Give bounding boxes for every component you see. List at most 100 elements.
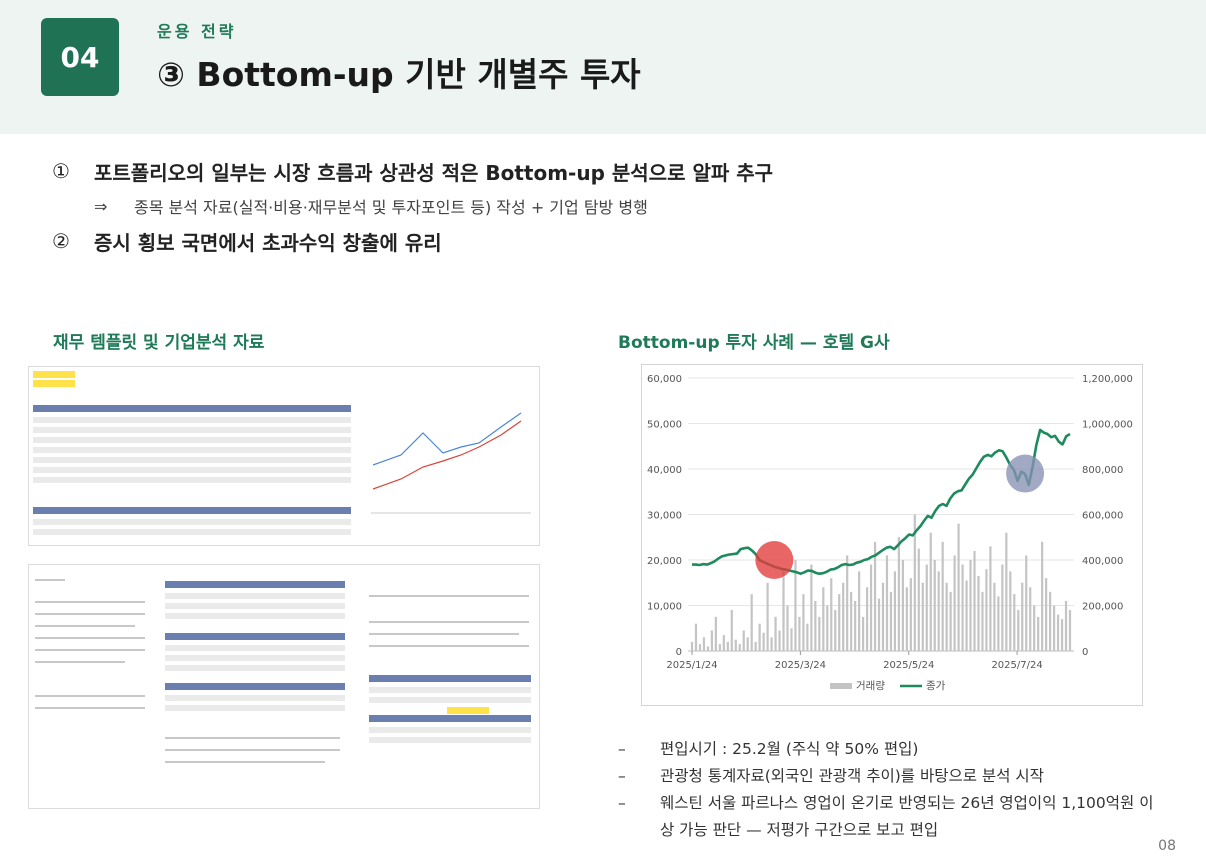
volume-bar (893, 571, 897, 651)
volume-bar (706, 646, 710, 651)
volume-bar (694, 623, 698, 651)
volume-bar (1045, 578, 1048, 651)
volume-bar (770, 637, 773, 651)
volume-bar (782, 571, 785, 651)
volume-bar (1005, 532, 1008, 651)
volume-bar (925, 564, 928, 651)
volume-bar (850, 591, 853, 651)
volume-bar (1041, 541, 1044, 651)
volume-bar (742, 630, 745, 651)
volume-bar (865, 587, 869, 651)
y-left-tick-label: 40,000 (647, 465, 682, 476)
bullet-number: ① (52, 159, 70, 183)
volume-bar (1048, 591, 1052, 651)
volume-bar (929, 532, 932, 651)
volume-bar (897, 537, 901, 651)
volume-bar (1009, 571, 1012, 651)
volume-bar (1052, 605, 1056, 651)
x-tick-label: 2025/5/24 (883, 660, 934, 671)
volume-bar (1060, 619, 1064, 651)
mini-line-chart (371, 412, 531, 514)
volume-bar (937, 571, 940, 651)
volume-bar (1017, 610, 1020, 651)
legend-label-price: 종가 (926, 680, 946, 692)
y-left-tick-label: 50,000 (647, 420, 682, 431)
volume-bar (913, 514, 916, 651)
bullet-number: ② (52, 229, 70, 253)
volume-bar (754, 641, 757, 651)
y-right-tick-label: 1,200,000 (1082, 374, 1133, 385)
volume-bar (822, 587, 825, 651)
volume-bar (1033, 605, 1036, 651)
volume-bar (1029, 587, 1032, 651)
section-number-badge: 04 (41, 18, 119, 96)
page-title: ③ Bottom-up 기반 개별주 투자 (157, 55, 641, 94)
volume-bar (985, 569, 988, 651)
note-item: – 웨스틴 서울 파르나스 영업이 온기로 반영되는 26년 영업이익 1,10… (618, 790, 1158, 844)
volume-bar (838, 594, 841, 651)
volume-bar (961, 564, 964, 651)
page-number: 08 (1158, 838, 1176, 854)
highlight-marker (755, 541, 794, 579)
volume-bar (953, 555, 956, 651)
volume-bar (1037, 616, 1040, 651)
case-notes: – 편입시기 : 25.2월 (주식 약 50% 편입) – 관광청 통계자료(… (618, 736, 1158, 844)
volume-bar (766, 582, 769, 651)
volume-bar (714, 616, 717, 651)
volume-bar (989, 546, 992, 651)
volume-bar (1068, 610, 1072, 651)
volume-bar (722, 635, 725, 651)
volume-bar (917, 548, 920, 651)
volume-bar (921, 582, 924, 651)
volume-bar (738, 644, 741, 651)
volume-bar (690, 641, 694, 651)
main-bullets: ① 포트폴리오의 일부는 시장 흐름과 상관성 적은 Bottom-up 분석으… (52, 155, 1172, 257)
volume-bar (997, 596, 1000, 651)
volume-bar (790, 628, 793, 651)
y-right-tick-label: 1,000,000 (1082, 420, 1133, 431)
y-left-tick-label: 0 (676, 647, 682, 658)
volume-bar (889, 591, 893, 651)
volume-bar (734, 639, 737, 651)
volume-bar (830, 578, 833, 651)
y-right-tick-label: 800,000 (1082, 465, 1123, 476)
volume-bar (750, 594, 753, 651)
note-item: – 편입시기 : 25.2월 (주식 약 50% 편입) (618, 736, 1158, 763)
x-tick-label: 2025/3/24 (775, 660, 826, 671)
financial-template-thumbnails (28, 366, 543, 811)
volume-bar (905, 587, 908, 651)
volume-bar (798, 616, 801, 651)
volume-bar (826, 605, 829, 651)
volume-bar (778, 630, 781, 651)
volume-bar (993, 582, 996, 651)
right-caption: Bottom-up 투자 사례 — 호텔 G사 (618, 333, 890, 353)
bullet-item: ① 포트폴리오의 일부는 시장 흐름과 상관성 적은 Bottom-up 분석으… (52, 155, 1172, 187)
y-right-tick-label: 200,000 (1082, 602, 1123, 613)
volume-bar (1025, 555, 1028, 651)
bullet-text: 증시 횡보 국면에서 초과수익 창출에 유리 (94, 230, 442, 255)
volume-bar (698, 644, 702, 651)
volume-bar (730, 610, 733, 651)
volume-bar (885, 555, 889, 651)
volume-bar (877, 598, 881, 651)
volume-bar (834, 610, 837, 651)
y-left-tick-label: 60,000 (647, 374, 682, 385)
company-report-thumbnail (28, 564, 540, 809)
volume-bar (973, 550, 976, 651)
left-caption: 재무 템플릿 및 기업분석 자료 (53, 333, 265, 353)
volume-bar (774, 616, 777, 651)
x-tick-label: 2025/1/24 (666, 660, 717, 671)
sub-bullet-text: 종목 분석 자료(실적·비용·재무분석 및 투자포인트 등) 작성 + 기업 탐… (134, 198, 648, 217)
section-subtitle: 운용 전략 (157, 22, 237, 41)
legend-swatch-volume (830, 683, 852, 689)
spreadsheet-thumbnail (28, 366, 540, 546)
volume-bar (901, 560, 904, 651)
arrow-icon: ⇒ (94, 196, 108, 216)
volume-bar (814, 600, 817, 651)
volume-bar (945, 582, 948, 651)
volume-bar (794, 560, 797, 651)
bullet-text: 포트폴리오의 일부는 시장 흐름과 상관성 적은 Bottom-up 분석으로 … (94, 160, 774, 185)
volume-bar (965, 580, 968, 651)
volume-bar (941, 541, 944, 651)
volume-bar (933, 560, 936, 651)
